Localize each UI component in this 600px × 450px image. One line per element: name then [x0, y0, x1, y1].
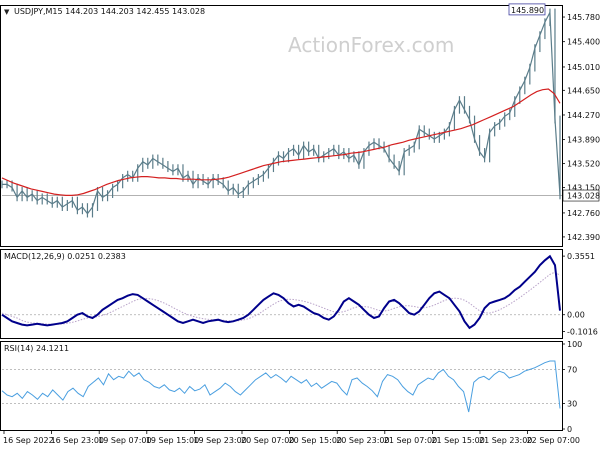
high-price-marker: 145.890 — [508, 3, 546, 16]
price-tick-label: 145.010 — [567, 63, 600, 72]
x-tick-label: 22 Sep 07:00 — [527, 436, 580, 445]
rsi-tick-label: 70 — [567, 366, 577, 375]
x-tick-label: 21 Sep 07:00 — [384, 436, 437, 445]
svg-text:145.890: 145.890 — [511, 6, 544, 15]
macd-signal-line — [1, 271, 561, 325]
x-tick-label: 16 Sep 2022 — [3, 436, 54, 445]
x-tick-label: 20 Sep 23:00 — [336, 436, 389, 445]
x-tick-label: 19 Sep 15:00 — [146, 436, 199, 445]
price-header: USDJPY,M15 144.203 144.203 142.455 143.0… — [14, 7, 205, 16]
x-tick-label: 21 Sep 23:00 — [479, 436, 532, 445]
price-tick-label: 143.890 — [567, 136, 600, 145]
collapse-triangle-icon[interactable]: ▼ — [4, 8, 10, 16]
price-tick-label: 145.400 — [567, 38, 600, 47]
price-tick-label: 143.520 — [567, 160, 600, 169]
macd-panel-frame — [0, 249, 563, 339]
rsi-line — [1, 360, 561, 413]
price-series-line — [2, 10, 561, 215]
rsi-panel-frame — [0, 341, 563, 431]
current-price-badge: 143.028 — [562, 189, 600, 202]
macd-tick-label: 0.00 — [567, 311, 585, 320]
x-tick-label: 20 Sep 15:00 — [289, 436, 342, 445]
price-tick-label: 145.780 — [567, 13, 600, 22]
price-tick-label: 144.650 — [567, 86, 600, 95]
macd-tick-label: 0.3551 — [567, 252, 595, 261]
x-tick-label: 19 Sep 23:00 — [193, 436, 246, 445]
x-tick-label: 20 Sep 07:00 — [241, 436, 294, 445]
price-tick-label: 142.760 — [567, 209, 600, 218]
rsi-tick-label: 30 — [567, 400, 577, 409]
x-tick-label: 21 Sep 15:00 — [431, 436, 484, 445]
moving-average-line — [1, 88, 561, 196]
macd-y-axis: 0.3551 0.00 -0.1016 — [562, 252, 598, 336]
macd-main-line — [1, 254, 561, 330]
svg-text:143.028: 143.028 — [567, 192, 600, 201]
price-tick-label: 144.270 — [567, 111, 600, 120]
rsi-tick-label: 100 — [567, 340, 582, 349]
macd-header: MACD(12,26,9) 0.0251 0.2383 — [4, 252, 126, 261]
watermark: ActionForex.com — [288, 33, 454, 57]
rsi-y-axis: 100 70 30 0 — [562, 340, 582, 434]
price-tick-label: 143.150 — [567, 184, 600, 193]
price-y-axis: 145.780 145.400 145.010 144.650 144.270 143.8… — [562, 13, 600, 242]
price-tick-label: 142.390 — [567, 233, 600, 242]
x-tick-label: 16 Sep 23:00 — [51, 436, 104, 445]
x-tick-label: 19 Sep 07:00 — [98, 436, 151, 445]
rsi-tick-label: 0 — [567, 425, 572, 434]
macd-tick-label: -0.1016 — [567, 327, 598, 336]
rsi-header: RSI(14) 24.1211 — [4, 344, 69, 353]
